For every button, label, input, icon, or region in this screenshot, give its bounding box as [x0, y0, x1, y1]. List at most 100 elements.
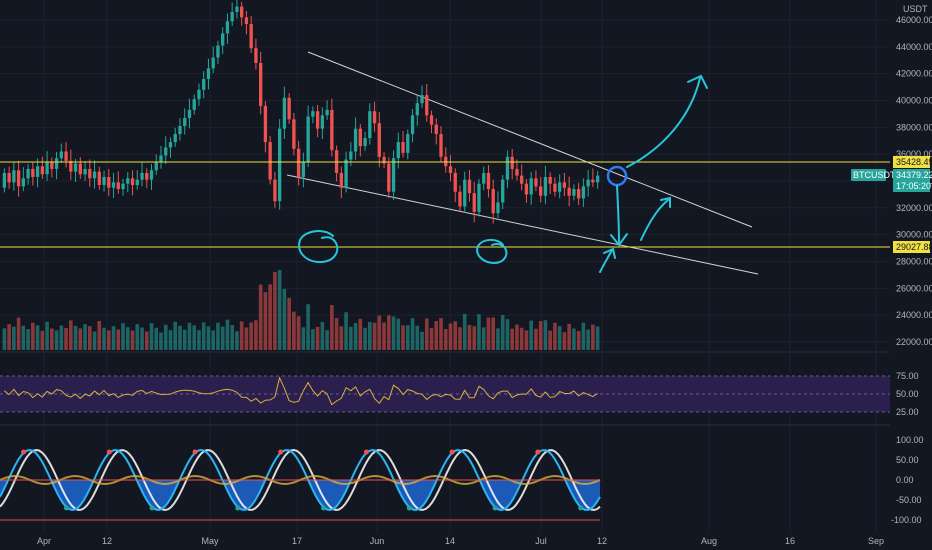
price-tick: 38000.00: [896, 122, 932, 132]
candle-body: [235, 6, 239, 12]
candle-body: [292, 119, 296, 149]
sell-dot: [21, 449, 27, 455]
candle-body: [7, 172, 11, 183]
volume-bar: [168, 330, 173, 350]
candle-body: [12, 170, 16, 183]
candle-body: [121, 183, 125, 190]
volume-bar: [557, 326, 562, 350]
drawing-bounce-arrow-head: [603, 247, 616, 259]
volume-bar: [35, 325, 40, 350]
sell-dot: [106, 449, 112, 455]
osc-tick: 50.00: [896, 455, 919, 465]
volume-bar: [391, 316, 396, 350]
candle-body: [486, 172, 491, 190]
candle-body: [534, 178, 538, 187]
volume-bar: [334, 318, 339, 350]
candle-body: [472, 193, 476, 212]
candle-body: [306, 116, 310, 163]
oscillator-slow-line: [0, 448, 601, 512]
volume-bar: [405, 325, 410, 350]
candle-body: [54, 158, 59, 169]
volume-bar: [434, 321, 439, 350]
osc-tick: -100.00: [891, 515, 922, 525]
volume-bar: [45, 321, 49, 350]
candle-body: [372, 111, 377, 124]
volume-bar: [26, 329, 30, 350]
candle-body: [410, 115, 415, 135]
candle-body: [557, 182, 562, 192]
volume-bar: [263, 292, 268, 350]
candle-body: [363, 138, 367, 147]
candle-body: [353, 128, 358, 152]
price-tick: 22000.00: [896, 337, 932, 347]
candle-body: [230, 11, 234, 22]
volume-bar: [358, 318, 363, 350]
volume-bar: [235, 331, 239, 350]
date-tick: 12: [102, 536, 112, 546]
candle-body: [187, 109, 192, 118]
volume-bar: [311, 329, 315, 350]
volume-bar: [372, 322, 377, 350]
candle-body: [130, 178, 135, 186]
volume-bar: [211, 330, 216, 350]
volume-bar: [2, 328, 7, 350]
volume-bar: [572, 328, 576, 350]
candle-body: [211, 57, 215, 69]
osc-tick: 0.00: [896, 475, 914, 485]
candle-body: [434, 124, 438, 135]
date-tick: 12: [597, 536, 607, 546]
volume-bar: [353, 323, 358, 350]
candle-body: [401, 142, 405, 153]
volume-bar: [268, 284, 272, 350]
osc-tick: -50.00: [896, 495, 922, 505]
candle-body: [453, 172, 457, 192]
candle-body: [173, 134, 177, 143]
candle-body: [429, 115, 434, 125]
oscillator-signal-dots: [21, 449, 584, 511]
svg-text:17:05:20: 17:05:20: [896, 181, 931, 191]
volume-bar: [410, 318, 415, 350]
volume-bar: [382, 322, 386, 350]
candle-body: [315, 111, 320, 129]
volume-bar: [306, 304, 310, 350]
svg-text:34379.22: 34379.22: [896, 170, 932, 180]
volume-bar: [258, 284, 263, 350]
sell-dot: [192, 449, 198, 455]
buy-dot: [149, 505, 155, 511]
volume-bar: [500, 315, 505, 350]
rsi-pane: [0, 375, 890, 413]
volume-bar: [548, 330, 552, 350]
drawing-circle-left: [298, 230, 339, 264]
candle-body: [368, 111, 372, 139]
volume-bar: [220, 326, 225, 350]
volume-bar: [206, 326, 211, 350]
candle-body: [126, 178, 130, 184]
candle-body: [140, 172, 144, 180]
volume-bar: [515, 324, 519, 350]
volume-bar: [519, 327, 524, 350]
buy-dot: [492, 505, 498, 511]
candle-body: [396, 142, 400, 159]
volume-bar: [201, 322, 206, 350]
volume-bar: [562, 332, 567, 350]
price-tick: 32000.00: [896, 203, 932, 213]
candle-body: [515, 168, 519, 176]
candle-body: [277, 128, 282, 202]
volume-bar: [187, 322, 192, 350]
volume-bar: [576, 331, 581, 350]
trend-lines: [286, 51, 759, 275]
volume-bar: [40, 330, 45, 350]
volume-bar: [216, 322, 220, 350]
candle-body: [40, 166, 45, 175]
sell-dot: [278, 449, 284, 455]
candle-body: [273, 179, 277, 202]
candle-body: [88, 168, 92, 179]
volume-bar: [31, 322, 35, 350]
candle-body: [145, 172, 149, 180]
volume-bar: [140, 327, 144, 350]
volume-bar: [567, 323, 571, 350]
candle-body: [477, 183, 481, 212]
candlesticks[interactable]: [2, 0, 600, 224]
candle-body: [576, 189, 581, 199]
